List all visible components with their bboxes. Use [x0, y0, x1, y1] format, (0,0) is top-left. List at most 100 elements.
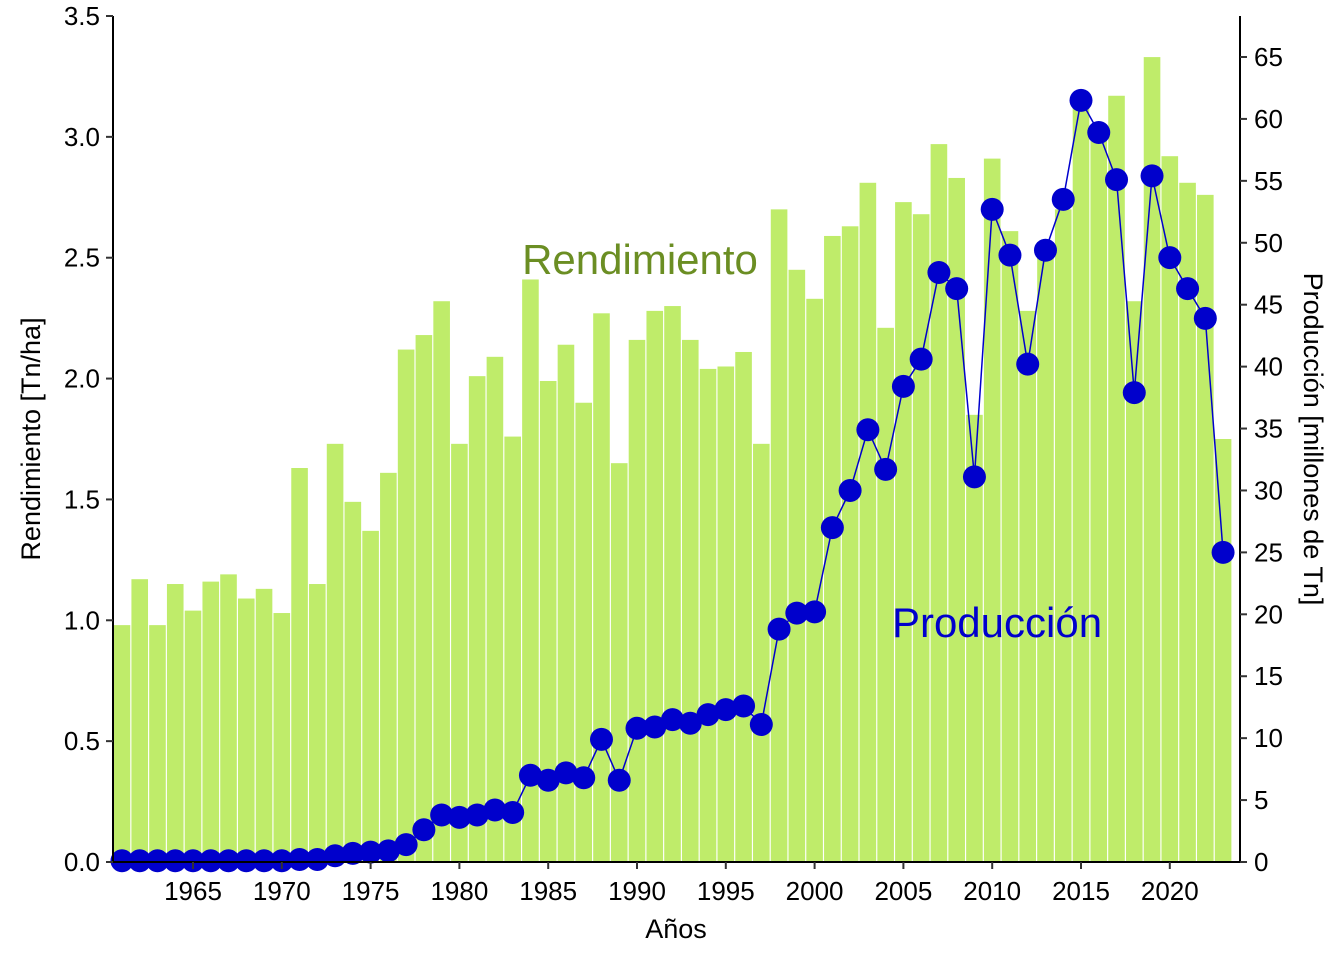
point-produccion-2023	[1211, 540, 1235, 564]
bar-rendimiento-1993	[681, 339, 699, 862]
bar-rendimiento-2006	[912, 214, 930, 863]
bar-rendimiento-1983	[504, 436, 521, 862]
point-produccion-1971	[288, 848, 312, 872]
x-tick-label: 2005	[874, 876, 932, 906]
bar-rendimiento-2019	[1143, 57, 1161, 862]
point-produccion-1996	[732, 694, 756, 718]
point-produccion-1997	[749, 713, 773, 737]
bar-rendimiento-2016	[1090, 127, 1108, 862]
point-produccion-1993	[678, 711, 702, 735]
point-produccion-1972	[305, 848, 329, 872]
point-produccion-2020	[1158, 246, 1182, 270]
point-produccion-1983	[501, 800, 525, 824]
point-produccion-2003	[856, 418, 880, 442]
point-produccion-1970	[270, 849, 294, 873]
point-produccion-1986	[554, 761, 578, 785]
point-produccion-1994	[696, 703, 720, 727]
point-produccion-2011	[998, 243, 1022, 267]
left-tick-label: 1.0	[64, 605, 100, 635]
bar-rendimiento-1961	[113, 625, 131, 862]
rendimiento-annotation: Rendimiento	[522, 236, 758, 283]
bar-rendimiento-1968	[237, 598, 255, 862]
bar-rendimiento-2002	[841, 226, 859, 862]
production-line-group	[110, 88, 1235, 873]
left-tick-label: 3.0	[64, 122, 100, 152]
bar-rendimiento-1975	[362, 530, 379, 862]
point-produccion-1985	[536, 768, 560, 792]
x-tick-label: 1965	[164, 876, 222, 906]
point-produccion-1982	[483, 798, 507, 822]
right-tick-label: 15	[1254, 661, 1283, 691]
bar-rendimiento-1995	[717, 366, 735, 862]
point-produccion-1995	[714, 698, 738, 722]
point-produccion-1968	[234, 849, 258, 873]
bar-rendimiento-1964	[166, 584, 184, 862]
bar-rendimiento-1970	[273, 613, 291, 862]
point-produccion-2018	[1122, 381, 1146, 405]
x-tick-label: 2015	[1052, 876, 1110, 906]
point-produccion-2021	[1176, 277, 1200, 301]
point-produccion-1969	[252, 849, 276, 873]
left-tick-label: 2.5	[64, 243, 100, 273]
point-produccion-2009	[962, 465, 986, 489]
bar-rendimiento-1994	[699, 368, 717, 862]
point-produccion-1977	[394, 833, 418, 857]
x-tick-label: 1975	[342, 876, 400, 906]
x-tick-label: 2000	[786, 876, 844, 906]
right-tick-label: 25	[1254, 537, 1283, 567]
bar-rendimiento-2013	[1037, 250, 1054, 862]
point-produccion-1991	[643, 715, 667, 739]
x-tick-label: 2020	[1141, 876, 1199, 906]
x-tick-label: 2010	[963, 876, 1021, 906]
bar-rendimiento-1990	[628, 339, 646, 862]
bar-rendimiento-1999	[788, 269, 806, 862]
bar-rendimiento-1974	[344, 501, 362, 862]
bar-rendimiento-1979	[433, 301, 450, 862]
point-produccion-1962	[128, 849, 152, 873]
right-tick-label: 30	[1254, 475, 1283, 505]
bar-rendimiento-1967	[220, 574, 237, 862]
point-produccion-2008	[945, 277, 969, 301]
point-produccion-2015	[1069, 88, 1093, 112]
bar-rendimiento-2023	[1214, 439, 1232, 862]
point-produccion-2017	[1105, 168, 1129, 192]
bar-rendimiento-1963	[149, 625, 166, 862]
point-produccion-1989	[607, 768, 631, 792]
right-tick-label: 40	[1254, 352, 1283, 382]
bar-rendimiento-2011	[1001, 231, 1019, 862]
x-tick-label: 1980	[430, 876, 488, 906]
left-tick-label: 0.0	[64, 847, 100, 877]
point-produccion-2002	[838, 478, 862, 502]
point-produccion-1976	[376, 839, 400, 863]
point-produccion-1998	[767, 617, 791, 641]
point-produccion-1967	[217, 849, 241, 873]
bar-rendimiento-1989	[610, 463, 628, 862]
bar-rendimiento-2018	[1125, 301, 1143, 862]
bar-rendimiento-1981	[468, 376, 486, 862]
bar-rendimiento-1976	[380, 472, 397, 862]
bar-rendimiento-1984	[522, 279, 539, 862]
bar-rendimiento-1987	[575, 402, 593, 862]
point-produccion-2001	[820, 516, 844, 540]
bar-rendimiento-1978	[415, 335, 433, 862]
bar-rendimiento-1969	[255, 588, 273, 862]
bar-rendimiento-2007	[930, 144, 948, 862]
bar-rendimiento-1985	[539, 380, 557, 862]
point-produccion-1964	[163, 849, 187, 873]
left-tick-label: 3.5	[64, 1, 100, 31]
bar-rendimiento-1982	[486, 356, 504, 862]
x-axis-label: Años	[645, 914, 707, 944]
point-produccion-1988	[589, 727, 613, 751]
bar-rendimiento-2000	[806, 298, 823, 862]
bar-rendimiento-1996	[735, 351, 752, 862]
right-tick-label: 50	[1254, 228, 1283, 258]
bar-rendimiento-1971	[291, 468, 308, 862]
right-axis-label: Producción [millones de Tn]	[1298, 273, 1328, 606]
bar-rendimiento-2020	[1161, 156, 1179, 863]
right-tick-label: 20	[1254, 599, 1283, 629]
bar-rendimiento-2015	[1072, 107, 1090, 862]
x-tick-label: 1985	[519, 876, 577, 906]
bar-rendimiento-1988	[593, 313, 610, 862]
bar-rendimiento-2012	[1019, 310, 1037, 862]
